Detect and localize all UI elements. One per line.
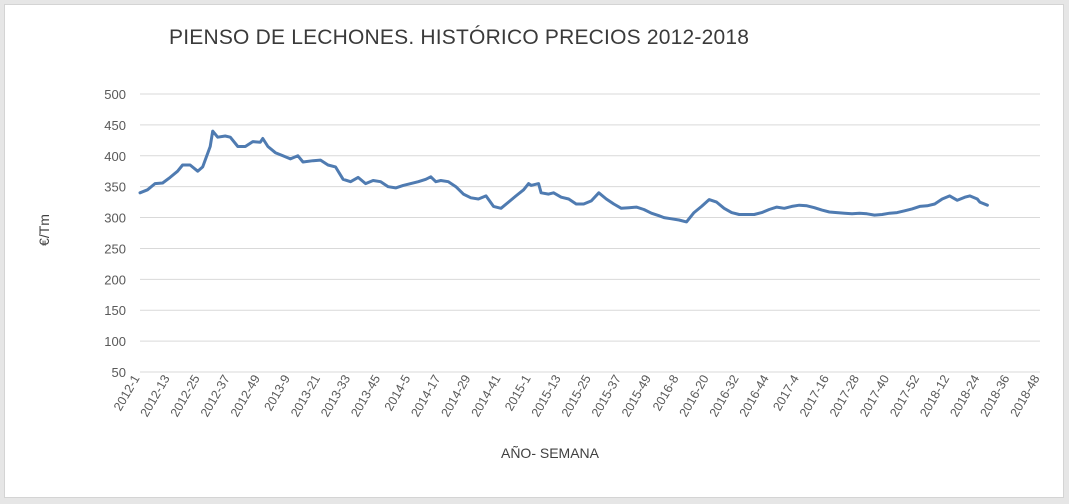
y-tick-label: 450 — [104, 118, 126, 133]
y-axis-title: €/Tm — [36, 214, 52, 246]
x-tick-label: 2016-8 — [650, 372, 682, 413]
x-tick-label: 2015-1 — [502, 372, 534, 413]
x-tick-label: 2015-49 — [619, 372, 654, 419]
y-tick-label: 200 — [104, 272, 126, 287]
y-tick-label: 150 — [104, 303, 126, 318]
y-tick-label: 300 — [104, 211, 126, 226]
x-tick-label: 2013-9 — [261, 372, 293, 413]
y-tick-label: 400 — [104, 149, 126, 164]
chart-title: PIENSO DE LECHONES. HISTÓRICO PRECIOS 20… — [169, 26, 750, 49]
x-tick-label: 2017-4 — [770, 372, 802, 413]
y-tick-label: 350 — [104, 180, 126, 195]
x-tick-label: 2014-41 — [469, 372, 504, 419]
x-tick-label: 2016-44 — [737, 372, 772, 419]
y-tick-label: 500 — [104, 87, 126, 102]
x-tick-label: 2014-5 — [382, 372, 414, 413]
chart-frame — [4, 4, 1064, 498]
x-axis-title: AÑO- SEMANA — [500, 445, 599, 461]
y-tick-label: 50 — [112, 365, 126, 380]
y-tick-label: 250 — [104, 241, 126, 256]
x-tick-label: 2018-48 — [1008, 372, 1043, 419]
x-tick-label: 2012-49 — [228, 372, 263, 419]
y-tick-label: 100 — [104, 334, 126, 349]
x-tick-label: 2013-45 — [348, 372, 383, 419]
series-line — [138, 129, 989, 224]
